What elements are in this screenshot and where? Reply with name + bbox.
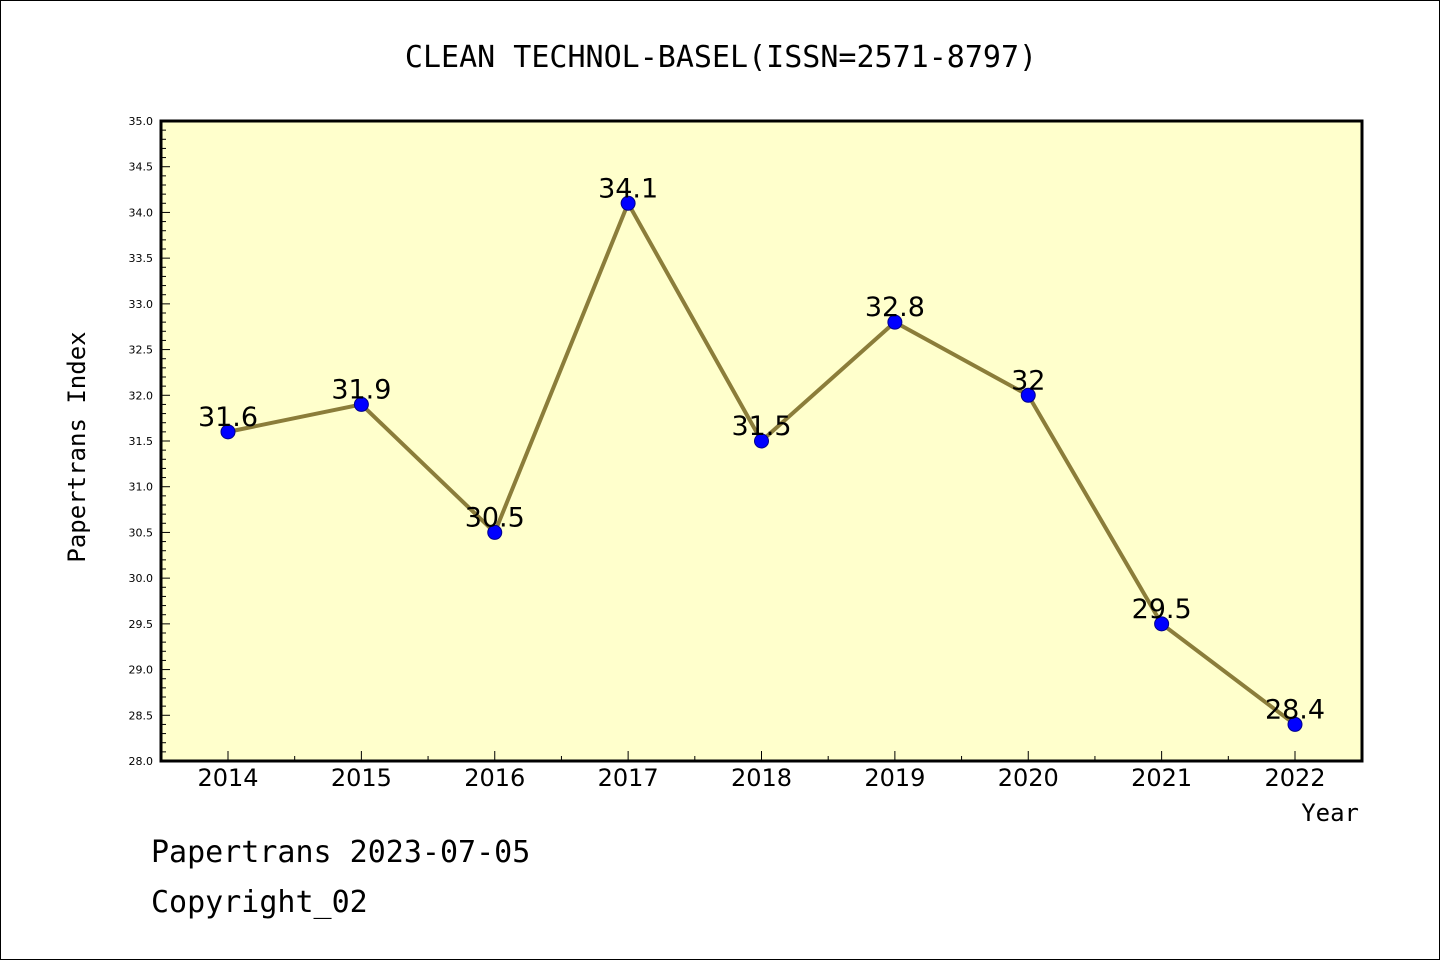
x-tick-label: 2022 [1264, 764, 1325, 792]
x-tick-label: 2020 [998, 764, 1059, 792]
x-tick-label: 2017 [598, 764, 659, 792]
data-point [1287, 716, 1303, 732]
data-point [1020, 387, 1036, 403]
x-tick-label: 2016 [464, 764, 525, 792]
data-labels: 31.6 31.9 30.5 34.1 31.5 32.8 32 29.5 28.4 [198, 173, 1325, 725]
data-label: 31.5 [731, 411, 791, 442]
footer-copyright: Copyright_02 [151, 885, 368, 920]
y-tick-label: 30.0 [129, 572, 154, 585]
y-tick-label: 32.5 [129, 344, 154, 357]
y-tick-label: 33.5 [129, 252, 154, 265]
data-point [487, 524, 503, 540]
data-point [754, 433, 769, 449]
series-line-group [220, 195, 1303, 732]
data-label: 32 [1011, 365, 1045, 396]
data-label: 30.5 [465, 502, 525, 533]
x-tick-label: 2014 [197, 764, 258, 792]
chart-title: CLEAN TECHNOL-BASEL(ISSN=2571-8797) [405, 40, 1037, 75]
x-axis: 2014 2015 2016 2017 2018 2019 2020 2021 2022 [197, 751, 1326, 792]
y-tick-label: 34.5 [129, 161, 154, 174]
y-tick-label: 29.5 [129, 618, 154, 631]
plot-border [159, 119, 1364, 763]
x-tick-label: 2015 [331, 764, 392, 792]
data-label: 31.6 [198, 402, 258, 433]
y-axis-title: Papertrans Index [63, 331, 91, 562]
data-point [1154, 616, 1170, 632]
y-tick-label: 28.5 [129, 709, 154, 722]
y-tick-label: 33.0 [129, 298, 154, 311]
data-label: 32.8 [865, 292, 925, 323]
y-tick-label: 34.0 [129, 206, 154, 219]
y-tick-label: 30.5 [129, 526, 154, 539]
data-point [620, 195, 636, 211]
y-tick-label: 28.0 [129, 755, 154, 768]
footer-date: Papertrans 2023-07-05 [151, 835, 531, 870]
data-point [887, 314, 903, 330]
data-label: 28.4 [1265, 694, 1325, 725]
x-tick-label: 2018 [731, 764, 792, 792]
data-label: 29.5 [1132, 594, 1192, 625]
x-axis-title: Year [1301, 799, 1359, 827]
y-tick-label: 32.0 [129, 389, 154, 402]
x-tick-label: 2021 [1131, 764, 1192, 792]
data-point [220, 424, 236, 440]
y-axis: 28.0 28.5 29.0 29.5 30.0 30.5 31.0 31.5 32.0 32.5… [129, 115, 170, 768]
y-tick-label: 31.0 [129, 481, 154, 494]
x-tick-label: 2019 [864, 764, 925, 792]
data-point [353, 396, 369, 412]
y-tick-label: 29.0 [129, 664, 154, 677]
data-label: 34.1 [598, 173, 658, 204]
y-tick-label: 31.5 [129, 435, 154, 448]
data-label: 31.9 [331, 374, 391, 405]
y-tick-label: 35.0 [129, 115, 154, 128]
